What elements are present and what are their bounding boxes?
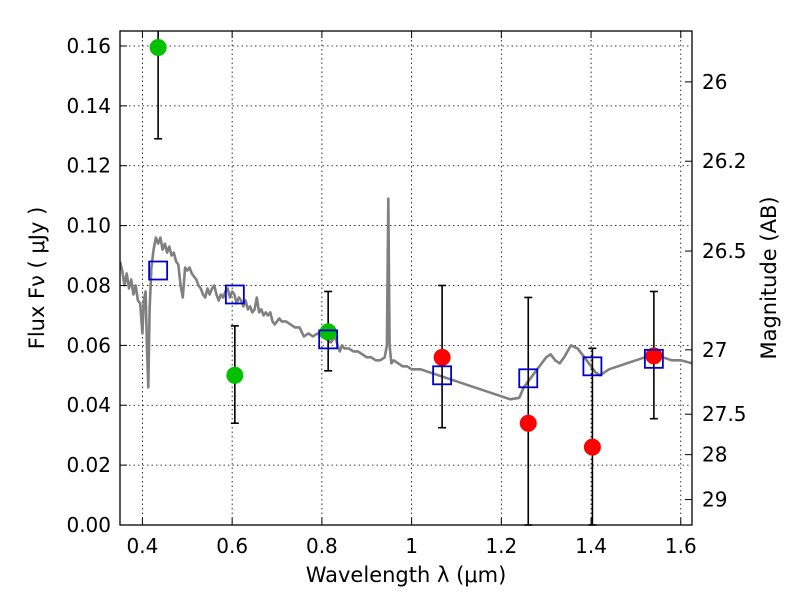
y-tick-label: 0.00 [66, 513, 111, 537]
right-y-tick-label: 26.5 [702, 239, 747, 263]
model-flux-square [318, 329, 339, 350]
x-tick-label: 0.8 [306, 534, 338, 558]
photometry-point [226, 366, 244, 384]
y-tick-label: 0.04 [66, 393, 111, 417]
model-flux-square [148, 260, 169, 281]
photometry-point [519, 414, 537, 432]
right-y-tick-label: 27.5 [702, 402, 747, 426]
axis-ticks: 0.4 0.6 0.8 1 1.2 1.4 1.6 0.00 0.02 0.04 0.06 0.08 0… [66, 31, 747, 558]
x-tick-label: 1.4 [575, 534, 607, 558]
right-y-tick-label: 28 [702, 443, 727, 467]
x-tick-label: 0.6 [216, 534, 248, 558]
right-y-tick-label: 26 [702, 70, 727, 94]
spectrum-line [120, 197, 692, 401]
y-tick-label: 0.08 [66, 273, 111, 297]
y-tick-label: 0.14 [66, 94, 111, 118]
model-spectrum [120, 197, 692, 401]
right-y-axis-title: Magnitude (AB) [757, 196, 781, 359]
x-tick-label: 1 [405, 534, 418, 558]
y-tick-label: 0.06 [66, 333, 111, 357]
right-y-tick-label: 26.2 [702, 149, 747, 173]
y-tick-label: 0.12 [66, 154, 111, 178]
photometry-point [645, 347, 663, 365]
model-flux-square [432, 365, 453, 386]
y-tick-label: 0.10 [66, 214, 111, 238]
x-axis-title: Wavelength λ (μm) [306, 563, 507, 587]
model-flux-square [643, 348, 664, 369]
right-y-tick-label: 27 [702, 338, 727, 362]
photometry-point [433, 348, 451, 366]
model-flux-square [582, 356, 603, 377]
model-flux-square [224, 284, 245, 305]
x-tick-label: 0.4 [127, 534, 159, 558]
y-axis-title: Flux Fν ( μJy ) [25, 207, 49, 350]
photometry-point [149, 38, 167, 56]
photometry-point [583, 438, 601, 456]
y-tick-label: 0.16 [66, 34, 111, 58]
x-tick-label: 1.2 [485, 534, 517, 558]
model-flux-square [518, 368, 539, 389]
photometry-point [319, 323, 337, 341]
x-tick-label: 1.6 [665, 534, 697, 558]
right-y-tick-label: 29 [702, 488, 727, 512]
data-markers [148, 38, 664, 456]
y-tick-label: 0.02 [66, 453, 111, 477]
plot-frame [119, 30, 693, 526]
